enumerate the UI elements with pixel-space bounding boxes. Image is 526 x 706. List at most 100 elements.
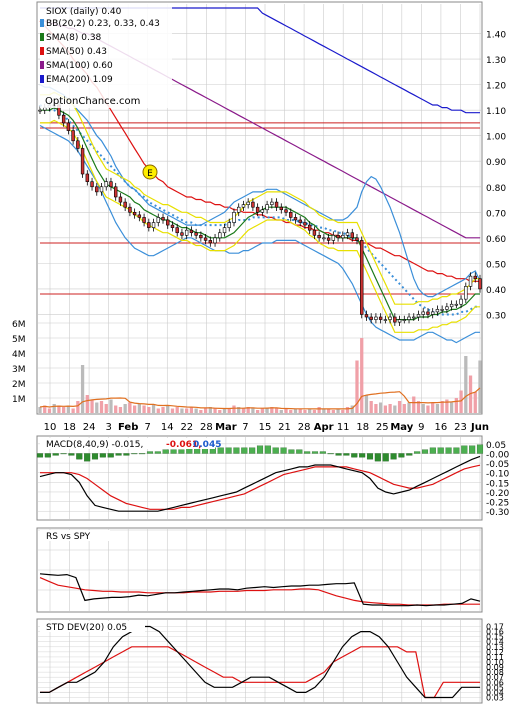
macd-histogram-bar — [280, 447, 287, 454]
volume-bar — [118, 407, 123, 413]
macd-tick-label: -0.25 — [486, 499, 509, 509]
volume-bar — [132, 405, 137, 413]
candle-body — [416, 314, 421, 318]
candle-body — [95, 186, 99, 193]
macd-histogram-bar — [335, 453, 342, 456]
volume-bar — [421, 404, 425, 413]
legend-swatch — [40, 61, 44, 69]
volume-bar — [76, 401, 80, 413]
x-tick-label: 24 — [83, 422, 96, 433]
macd-histogram-bar — [414, 451, 421, 454]
macd-histogram-bar — [288, 449, 295, 454]
macd-histogram-bar — [60, 453, 67, 455]
x-tick-label: 21 — [278, 422, 291, 433]
macd-histogram-bar — [304, 451, 311, 454]
macd-histogram-bar — [351, 453, 358, 458]
macd-signal-value: -0.061, — [166, 440, 202, 450]
x-tick-label: 14 — [161, 422, 174, 433]
y-tick-label: 0.50 — [486, 260, 506, 270]
candle-body — [99, 186, 104, 193]
volume-bar — [478, 360, 482, 413]
x-tick-label: Mar — [215, 422, 237, 433]
macd-histogram-bar — [256, 445, 264, 454]
candle-body — [303, 222, 307, 226]
volume-bar — [270, 407, 274, 413]
volume-tick-label: 3M — [12, 365, 26, 375]
volume-ma-line — [39, 387, 481, 410]
volume-bar — [57, 405, 61, 413]
volume-bar — [454, 398, 458, 413]
candle-body — [170, 224, 175, 228]
candle-body — [213, 237, 217, 244]
macd-histogram-bar — [91, 453, 99, 460]
macd-histogram-bar — [374, 453, 381, 462]
volume-bar — [464, 356, 468, 413]
y-tick-label: 0.30 — [486, 311, 506, 321]
volume-bar — [128, 402, 132, 413]
volume-bar — [298, 408, 302, 413]
candle-body — [468, 275, 473, 287]
macd-histogram-bar — [154, 451, 161, 454]
volume-bar — [445, 399, 449, 413]
candle-body — [322, 237, 326, 240]
volume-bar — [345, 407, 350, 413]
macd-histogram-bar — [217, 447, 224, 454]
rs-title-text: RS vs SPY — [46, 532, 91, 542]
candle-body — [189, 229, 194, 234]
volume-bar — [326, 408, 331, 413]
volume-bar — [322, 408, 326, 413]
candle-body — [260, 209, 265, 213]
volume-bar — [38, 407, 42, 413]
sma8-line — [40, 106, 480, 321]
bb-middle-line — [39, 104, 480, 316]
volume-bar — [85, 395, 89, 413]
candle-body — [345, 232, 350, 236]
legend-swatch — [40, 33, 44, 41]
candle-body — [378, 316, 383, 320]
candle-body — [430, 311, 435, 315]
volume-bar — [260, 408, 265, 413]
volume-bar — [473, 392, 477, 413]
volume-bar — [246, 407, 250, 413]
bb-upper-line — [39, 84, 481, 298]
std-title-text: STD DEV(20) 0.05 — [46, 623, 127, 633]
macd-histogram-bar — [327, 453, 334, 455]
legend-swatch — [40, 19, 44, 27]
candle-body — [355, 237, 359, 241]
macd-histogram-bar — [131, 453, 138, 455]
legend-label: SMA(8) 0.38 — [46, 33, 102, 43]
macd-histogram-bar — [437, 447, 444, 454]
volume-bar — [407, 402, 411, 413]
volume-tick-label: 4M — [12, 350, 26, 360]
std-tick-label: 0.04 — [486, 688, 504, 697]
volume-bar — [104, 404, 108, 413]
volume-bar — [293, 408, 298, 413]
std-tick-label: 0.06 — [486, 678, 504, 687]
std-tick-label: 0.07 — [486, 673, 504, 682]
volume-bar — [289, 410, 293, 413]
candle-body — [312, 229, 317, 236]
rs-title: RS vs SPY — [40, 530, 110, 542]
macd-histogram-bar — [398, 453, 405, 458]
volume-bar — [459, 390, 463, 413]
volume-bar — [440, 401, 444, 413]
x-tick-label: Jun — [470, 422, 489, 433]
macd-histogram-bar — [107, 453, 114, 458]
rs-line — [39, 573, 481, 607]
volume-bar — [166, 405, 170, 413]
x-tick-label: 18 — [356, 422, 369, 433]
macd-histogram-bar — [453, 447, 460, 454]
volume-bar — [80, 365, 85, 413]
candle-body — [128, 206, 132, 213]
volume-bar — [393, 405, 397, 413]
candle-body — [284, 209, 288, 213]
candle-body — [161, 217, 165, 221]
volume-bar — [99, 401, 104, 413]
volume-bar — [180, 408, 184, 413]
volume-bar — [203, 408, 208, 413]
macd-line — [39, 455, 481, 512]
candle-body — [270, 201, 274, 205]
candle-body — [393, 316, 397, 323]
volume-bar — [468, 375, 473, 413]
candle-body — [80, 148, 85, 175]
